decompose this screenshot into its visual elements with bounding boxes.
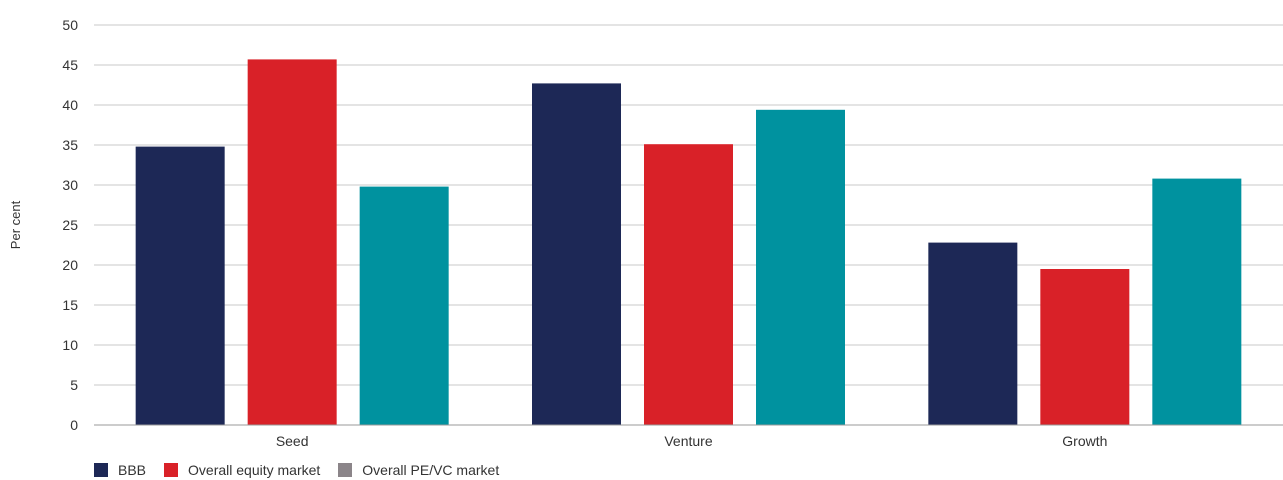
bar-growth-overall-pe-vc-market bbox=[1152, 178, 1242, 425]
bar-venture-overall-pe-vc-market bbox=[756, 109, 845, 426]
y-tick-label: 30 bbox=[62, 177, 78, 193]
bar-growth-bbb bbox=[928, 242, 1018, 425]
bars bbox=[135, 59, 1242, 426]
y-tick-label: 20 bbox=[62, 257, 78, 273]
y-tick-label: 45 bbox=[62, 57, 78, 73]
y-tick-label: 35 bbox=[62, 137, 78, 153]
x-category-label: Seed bbox=[276, 433, 309, 449]
bar-seed-overall-equity-market bbox=[247, 59, 337, 426]
bar-chart: 0 5 10 15 20 25 30 35 40 45 50 Seed Venture Growth P… bbox=[8, 17, 1283, 449]
y-tick-label: 5 bbox=[70, 377, 78, 393]
bar-venture-overall-equity-market bbox=[644, 144, 733, 425]
y-tick-label: 50 bbox=[62, 17, 78, 33]
legend-item: Overall equity market bbox=[164, 462, 320, 478]
y-tick-label: 0 bbox=[70, 417, 78, 433]
bar-growth-overall-equity-market bbox=[1040, 269, 1130, 425]
y-tick-label: 10 bbox=[62, 337, 78, 353]
legend-swatch bbox=[94, 463, 108, 477]
legend-swatch bbox=[338, 463, 353, 477]
x-category-label: Growth bbox=[1062, 433, 1107, 449]
legend-label: BBB bbox=[118, 462, 147, 478]
legend-swatch bbox=[164, 463, 179, 477]
legend-label: Overall equity market bbox=[188, 462, 321, 478]
y-tick-label: 15 bbox=[62, 297, 78, 313]
bar-venture-bbb bbox=[532, 83, 621, 426]
x-axis-categories: Seed Venture Growth bbox=[276, 433, 1108, 449]
bar-seed-bbb bbox=[135, 146, 225, 425]
y-axis-ticks: 0 5 10 15 20 25 30 35 40 45 50 bbox=[62, 17, 78, 433]
x-category-label: Venture bbox=[664, 433, 712, 449]
y-axis-label: Per cent bbox=[8, 200, 23, 249]
y-tick-label: 25 bbox=[62, 217, 78, 233]
legend-label: Overall PE/VC market bbox=[362, 462, 500, 478]
legend: BBB Overall equity market Overall PE/VC ma… bbox=[94, 462, 517, 478]
y-tick-label: 40 bbox=[62, 97, 78, 113]
legend-item: Overall PE/VC market bbox=[338, 462, 499, 478]
bar-seed-overall-pe-vc-market bbox=[359, 186, 449, 425]
legend-item: BBB bbox=[94, 462, 146, 478]
